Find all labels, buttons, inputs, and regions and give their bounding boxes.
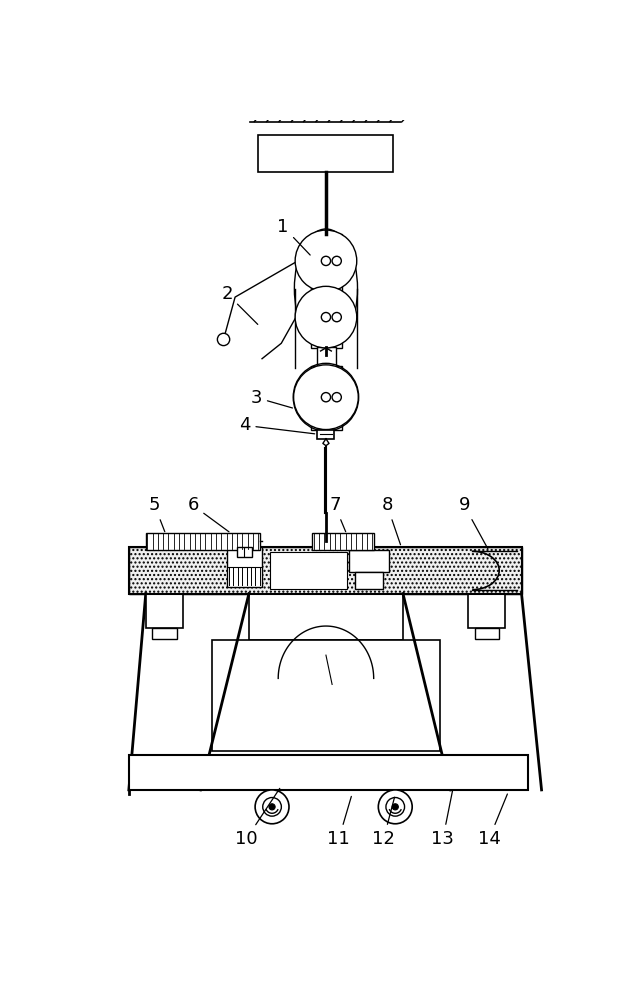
Bar xyxy=(249,594,403,640)
Circle shape xyxy=(332,256,342,266)
Circle shape xyxy=(392,804,398,810)
Bar xyxy=(317,430,335,439)
Bar xyxy=(310,234,342,348)
Text: 9: 9 xyxy=(459,496,488,549)
Circle shape xyxy=(378,790,412,824)
Circle shape xyxy=(321,256,331,266)
Circle shape xyxy=(332,393,342,402)
Text: 1: 1 xyxy=(277,218,310,255)
Text: 3: 3 xyxy=(251,389,293,408)
Circle shape xyxy=(294,365,358,430)
Circle shape xyxy=(269,804,275,810)
Circle shape xyxy=(321,393,331,402)
Bar xyxy=(317,347,336,378)
Circle shape xyxy=(321,312,331,322)
Bar xyxy=(146,533,259,550)
Bar xyxy=(474,628,499,639)
Circle shape xyxy=(255,790,289,824)
Circle shape xyxy=(295,286,357,348)
Text: 7: 7 xyxy=(329,496,346,532)
Bar xyxy=(146,594,183,628)
Text: 2: 2 xyxy=(221,285,258,324)
Bar xyxy=(152,628,177,639)
Bar xyxy=(228,547,262,587)
Bar xyxy=(129,547,522,594)
Bar xyxy=(349,550,389,572)
Bar xyxy=(270,552,347,589)
Bar xyxy=(212,640,440,751)
Text: 6: 6 xyxy=(188,496,229,532)
Circle shape xyxy=(218,333,230,346)
Text: 13: 13 xyxy=(431,791,454,848)
Text: 4: 4 xyxy=(239,416,315,434)
Bar xyxy=(258,135,393,172)
Text: 5: 5 xyxy=(149,496,165,532)
Text: 8: 8 xyxy=(382,496,401,545)
Text: 10: 10 xyxy=(235,788,280,848)
Text: 11: 11 xyxy=(328,796,351,848)
Bar xyxy=(312,533,374,550)
Bar xyxy=(310,366,342,430)
Text: 14: 14 xyxy=(478,794,508,848)
Bar xyxy=(129,547,522,594)
Circle shape xyxy=(332,312,342,322)
Circle shape xyxy=(295,230,357,292)
Circle shape xyxy=(263,798,281,816)
Bar xyxy=(468,594,506,628)
Bar xyxy=(129,755,528,790)
Circle shape xyxy=(386,798,404,816)
Text: 12: 12 xyxy=(372,797,395,848)
Bar xyxy=(356,572,383,589)
Bar xyxy=(237,547,252,557)
